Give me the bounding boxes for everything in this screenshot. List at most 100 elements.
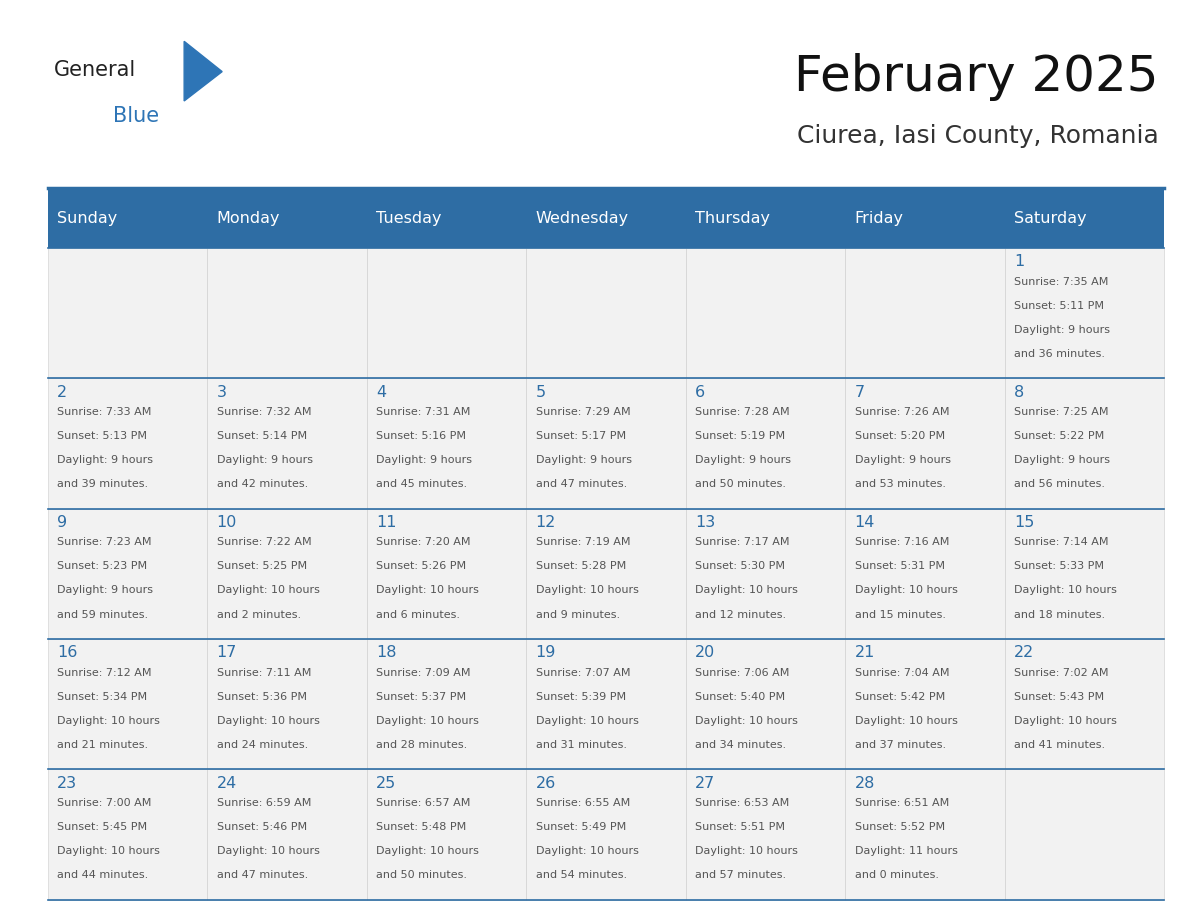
Text: Sunset: 5:46 PM: Sunset: 5:46 PM bbox=[216, 823, 307, 832]
Text: Sunrise: 7:09 AM: Sunrise: 7:09 AM bbox=[377, 667, 470, 677]
Text: and 59 minutes.: and 59 minutes. bbox=[57, 610, 148, 620]
Text: 13: 13 bbox=[695, 515, 715, 530]
Text: February 2025: February 2025 bbox=[794, 53, 1158, 101]
Text: Sunday: Sunday bbox=[57, 210, 118, 226]
Text: Saturday: Saturday bbox=[1015, 210, 1087, 226]
Text: Sunset: 5:11 PM: Sunset: 5:11 PM bbox=[1015, 301, 1104, 310]
Text: Sunset: 5:19 PM: Sunset: 5:19 PM bbox=[695, 431, 785, 441]
Bar bbox=[48, 188, 1164, 248]
Text: Sunrise: 7:32 AM: Sunrise: 7:32 AM bbox=[216, 407, 311, 417]
Text: Daylight: 9 hours: Daylight: 9 hours bbox=[536, 455, 632, 465]
Text: Sunset: 5:31 PM: Sunset: 5:31 PM bbox=[854, 562, 944, 571]
Text: Daylight: 9 hours: Daylight: 9 hours bbox=[216, 455, 312, 465]
Bar bbox=[207, 248, 367, 378]
Bar bbox=[48, 509, 207, 639]
Text: Daylight: 10 hours: Daylight: 10 hours bbox=[695, 716, 798, 726]
Text: Sunrise: 7:12 AM: Sunrise: 7:12 AM bbox=[57, 667, 152, 677]
Text: and 39 minutes.: and 39 minutes. bbox=[57, 479, 148, 489]
Text: Daylight: 10 hours: Daylight: 10 hours bbox=[536, 846, 638, 856]
Text: and 9 minutes.: and 9 minutes. bbox=[536, 610, 620, 620]
Text: Sunset: 5:45 PM: Sunset: 5:45 PM bbox=[57, 823, 147, 832]
Bar bbox=[1005, 248, 1164, 378]
Bar bbox=[845, 769, 1005, 900]
Text: 12: 12 bbox=[536, 515, 556, 530]
Text: 23: 23 bbox=[57, 776, 77, 790]
Bar bbox=[1005, 509, 1164, 639]
Text: 14: 14 bbox=[854, 515, 876, 530]
Text: and 6 minutes.: and 6 minutes. bbox=[377, 610, 460, 620]
Text: 17: 17 bbox=[216, 645, 236, 660]
Text: and 41 minutes.: and 41 minutes. bbox=[1015, 740, 1105, 750]
Bar bbox=[207, 378, 367, 509]
Text: Sunset: 5:30 PM: Sunset: 5:30 PM bbox=[695, 562, 785, 571]
Text: Sunset: 5:16 PM: Sunset: 5:16 PM bbox=[377, 431, 466, 441]
Text: and 0 minutes.: and 0 minutes. bbox=[854, 870, 939, 880]
Text: Daylight: 10 hours: Daylight: 10 hours bbox=[377, 846, 479, 856]
Text: Daylight: 10 hours: Daylight: 10 hours bbox=[1015, 586, 1117, 596]
Bar bbox=[207, 769, 367, 900]
Text: 18: 18 bbox=[377, 645, 397, 660]
Text: Daylight: 10 hours: Daylight: 10 hours bbox=[695, 846, 798, 856]
Text: and 53 minutes.: and 53 minutes. bbox=[854, 479, 946, 489]
Bar bbox=[526, 378, 685, 509]
Text: Sunrise: 7:00 AM: Sunrise: 7:00 AM bbox=[57, 798, 151, 808]
Text: 26: 26 bbox=[536, 776, 556, 790]
Text: and 56 minutes.: and 56 minutes. bbox=[1015, 479, 1105, 489]
Text: Sunset: 5:42 PM: Sunset: 5:42 PM bbox=[854, 692, 944, 701]
Text: 15: 15 bbox=[1015, 515, 1035, 530]
Text: and 36 minutes.: and 36 minutes. bbox=[1015, 349, 1105, 359]
Bar bbox=[685, 639, 845, 769]
Text: and 18 minutes.: and 18 minutes. bbox=[1015, 610, 1105, 620]
Text: and 45 minutes.: and 45 minutes. bbox=[377, 479, 467, 489]
Text: Sunrise: 6:55 AM: Sunrise: 6:55 AM bbox=[536, 798, 630, 808]
Text: and 37 minutes.: and 37 minutes. bbox=[854, 740, 946, 750]
Text: Sunrise: 7:17 AM: Sunrise: 7:17 AM bbox=[695, 537, 790, 547]
Bar bbox=[685, 248, 845, 378]
Text: Sunrise: 7:23 AM: Sunrise: 7:23 AM bbox=[57, 537, 152, 547]
Text: Sunset: 5:48 PM: Sunset: 5:48 PM bbox=[377, 823, 467, 832]
Bar bbox=[48, 248, 207, 378]
Text: Sunrise: 6:51 AM: Sunrise: 6:51 AM bbox=[854, 798, 949, 808]
Text: Friday: Friday bbox=[854, 210, 904, 226]
Text: Daylight: 9 hours: Daylight: 9 hours bbox=[57, 586, 153, 596]
Text: 9: 9 bbox=[57, 515, 68, 530]
Text: Sunrise: 6:53 AM: Sunrise: 6:53 AM bbox=[695, 798, 789, 808]
Text: 20: 20 bbox=[695, 645, 715, 660]
Bar bbox=[1005, 378, 1164, 509]
Bar bbox=[845, 509, 1005, 639]
Bar bbox=[1005, 769, 1164, 900]
Text: Daylight: 10 hours: Daylight: 10 hours bbox=[377, 716, 479, 726]
Bar bbox=[526, 769, 685, 900]
Bar bbox=[526, 639, 685, 769]
Text: Daylight: 10 hours: Daylight: 10 hours bbox=[216, 846, 320, 856]
Text: Wednesday: Wednesday bbox=[536, 210, 628, 226]
Text: and 42 minutes.: and 42 minutes. bbox=[216, 479, 308, 489]
Text: and 21 minutes.: and 21 minutes. bbox=[57, 740, 148, 750]
Text: 1: 1 bbox=[1015, 254, 1024, 269]
Text: 25: 25 bbox=[377, 776, 397, 790]
Bar bbox=[845, 378, 1005, 509]
Text: Sunset: 5:49 PM: Sunset: 5:49 PM bbox=[536, 823, 626, 832]
Text: 16: 16 bbox=[57, 645, 77, 660]
Text: Sunrise: 7:11 AM: Sunrise: 7:11 AM bbox=[216, 667, 311, 677]
Text: Sunset: 5:52 PM: Sunset: 5:52 PM bbox=[854, 823, 944, 832]
Bar bbox=[367, 639, 526, 769]
Text: Daylight: 10 hours: Daylight: 10 hours bbox=[216, 716, 320, 726]
Text: Daylight: 10 hours: Daylight: 10 hours bbox=[216, 586, 320, 596]
Text: Sunrise: 7:14 AM: Sunrise: 7:14 AM bbox=[1015, 537, 1108, 547]
Text: 3: 3 bbox=[216, 385, 227, 399]
Bar bbox=[845, 639, 1005, 769]
Text: Sunset: 5:17 PM: Sunset: 5:17 PM bbox=[536, 431, 626, 441]
Text: Sunrise: 7:06 AM: Sunrise: 7:06 AM bbox=[695, 667, 790, 677]
Text: and 12 minutes.: and 12 minutes. bbox=[695, 610, 786, 620]
Text: Daylight: 10 hours: Daylight: 10 hours bbox=[57, 846, 160, 856]
Text: Daylight: 9 hours: Daylight: 9 hours bbox=[1015, 455, 1111, 465]
Text: Daylight: 10 hours: Daylight: 10 hours bbox=[377, 586, 479, 596]
Text: Sunrise: 7:20 AM: Sunrise: 7:20 AM bbox=[377, 537, 470, 547]
Text: Sunrise: 6:57 AM: Sunrise: 6:57 AM bbox=[377, 798, 470, 808]
Text: 24: 24 bbox=[216, 776, 236, 790]
Text: Sunrise: 7:02 AM: Sunrise: 7:02 AM bbox=[1015, 667, 1108, 677]
Text: Sunset: 5:37 PM: Sunset: 5:37 PM bbox=[377, 692, 466, 701]
Text: and 47 minutes.: and 47 minutes. bbox=[536, 479, 627, 489]
Text: Sunrise: 7:31 AM: Sunrise: 7:31 AM bbox=[377, 407, 470, 417]
